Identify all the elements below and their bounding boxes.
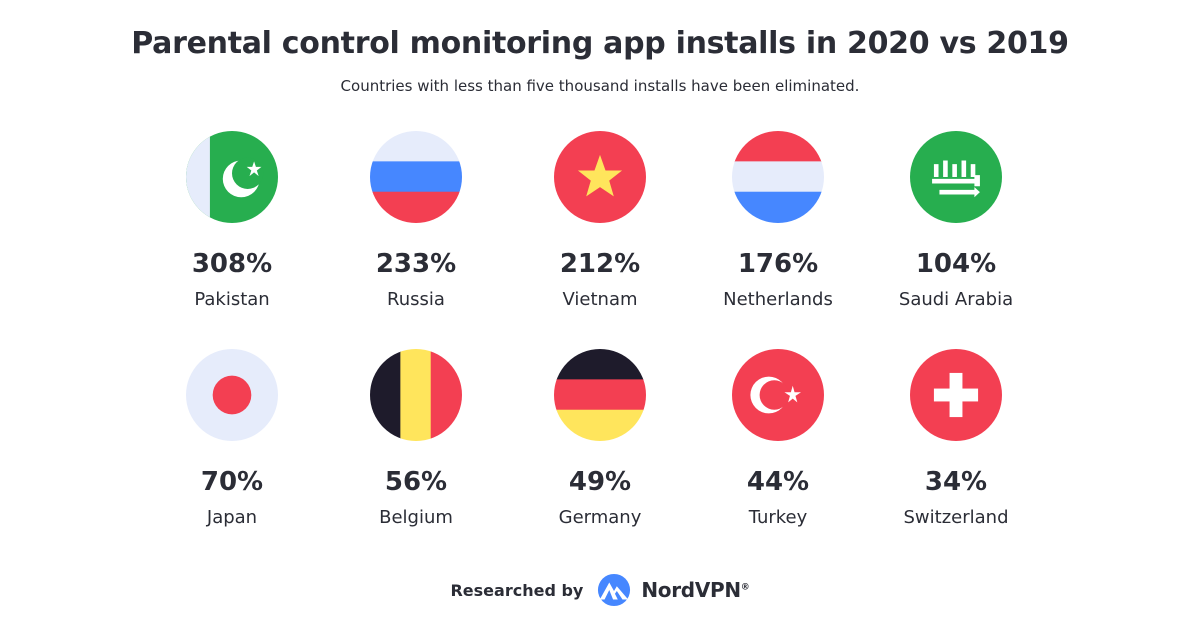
country-card: 70% Japan (142, 349, 322, 559)
germany-flag-icon (554, 349, 646, 441)
country-name: Turkey (748, 507, 808, 528)
belgium-flag-icon (370, 349, 462, 441)
country-name: Netherlands (723, 289, 833, 310)
country-card: 212% Vietnam (510, 131, 690, 341)
country-card: 308% Pakistan (142, 131, 322, 341)
percent-value: 104% (915, 249, 997, 279)
footer: Researched by NordVPN® (0, 572, 1200, 608)
percent-value: 308% (191, 249, 273, 279)
country-name: Belgium (379, 507, 453, 528)
japan-flag-icon (186, 349, 278, 441)
chart-subtitle: Countries with less than five thousand i… (340, 77, 860, 95)
country-name: Germany (558, 507, 642, 528)
nordvpn-brand-name: NordVPN® (641, 578, 750, 602)
country-card: 49% Germany (510, 349, 690, 559)
country-card: 34% Switzerland (866, 349, 1046, 559)
vietnam-flag-icon (554, 131, 646, 223)
country-name: Japan (206, 507, 258, 528)
country-card: 104% Saudi Arabia (866, 131, 1046, 341)
researched-by-label: Researched by (450, 580, 584, 600)
percent-value: 70% (200, 467, 264, 497)
saudi-arabia-flag-icon (910, 131, 1002, 223)
percent-value: 44% (746, 467, 810, 497)
percent-value: 212% (559, 249, 641, 279)
country-name: Russia (387, 289, 445, 310)
percent-value: 176% (737, 249, 819, 279)
country-card: 233% Russia (326, 131, 506, 341)
country-name: Pakistan (194, 289, 270, 310)
percent-value: 49% (568, 467, 632, 497)
netherlands-flag-icon (732, 131, 824, 223)
registered-mark: ® (740, 582, 750, 593)
percent-value: 56% (384, 467, 448, 497)
country-card: 176% Netherlands (688, 131, 868, 341)
chart-title: Parental control monitoring app installs… (131, 26, 1069, 61)
percent-value: 34% (924, 467, 988, 497)
turkey-flag-icon (732, 349, 824, 441)
country-name: Vietnam (562, 289, 638, 310)
switzerland-flag-icon (910, 349, 1002, 441)
percent-value: 233% (375, 249, 457, 279)
country-card: 56% Belgium (326, 349, 506, 559)
country-name: Saudi Arabia (898, 289, 1014, 310)
pakistan-flag-icon (186, 131, 278, 223)
nordvpn-logo-icon (598, 573, 631, 607)
country-name: Switzerland (903, 507, 1009, 528)
country-card: 44% Turkey (688, 349, 868, 559)
russia-flag-icon (370, 131, 462, 223)
